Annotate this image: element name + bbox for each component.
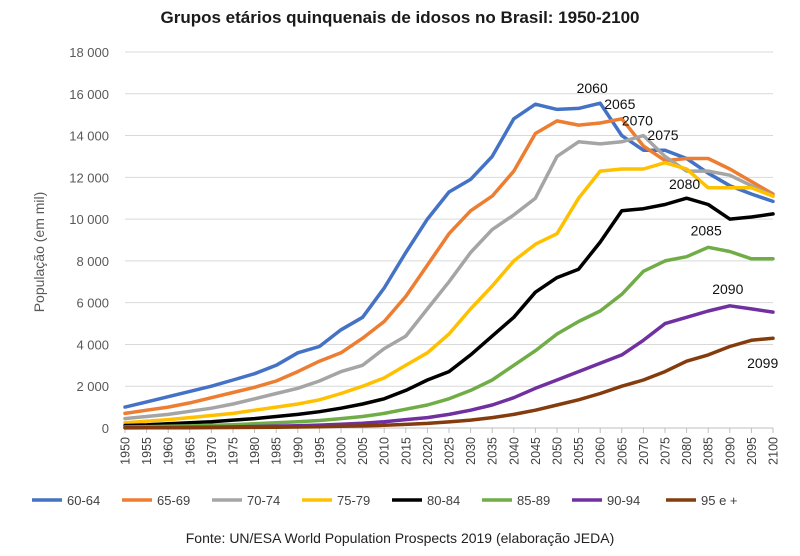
y-tick-label: 16 000 (69, 87, 109, 102)
legend: 60-64 65-69 70-74 75-79 80-84 85-89 90-94 95 e … (32, 493, 738, 508)
series-line-65-69 (123, 117, 775, 416)
x-tick-label: 1975 (227, 437, 241, 465)
legend-item: 70-74 (212, 493, 280, 508)
legend-label: 65-69 (157, 493, 190, 508)
x-tick-label: 2015 (399, 437, 413, 465)
legend-item: 75-79 (302, 493, 370, 508)
series-lines (123, 101, 775, 430)
annotation-2070: 2070 (622, 113, 653, 129)
series-line-75-79 (123, 160, 775, 425)
legend-label: 60-64 (67, 493, 100, 508)
legend-item: 80-84 (392, 493, 460, 508)
legend-label: 75-79 (337, 493, 370, 508)
x-tick-label: 1960 (162, 437, 176, 465)
x-tick-label: 2000 (335, 437, 349, 465)
y-tick-label: 8 000 (76, 254, 109, 269)
legend-item: 85-89 (482, 493, 550, 508)
annotation-2099: 2099 (747, 355, 778, 371)
x-tick-label: 2020 (421, 437, 435, 465)
legend-label: 85-89 (517, 493, 550, 508)
x-tick-label: 2065 (615, 437, 629, 465)
annotation-2065: 2065 (604, 96, 635, 112)
y-tick-label: 10 000 (69, 212, 109, 227)
x-tick-label: 2070 (637, 437, 651, 465)
y-tick-label: 6 000 (76, 296, 109, 311)
x-tick-label: 2035 (486, 437, 500, 465)
y-tick-label: 14 000 (69, 129, 109, 144)
annotation-2080: 2080 (669, 176, 700, 192)
y-tick-label: 2 000 (76, 379, 109, 394)
x-tick-label: 2005 (356, 437, 370, 465)
x-tick-label: 2085 (702, 437, 716, 465)
series-line-85-89 (123, 245, 775, 429)
series-line-95-e- (123, 336, 775, 430)
x-tick-label: 1985 (270, 437, 284, 465)
x-tick-label: 2090 (723, 437, 737, 465)
x-tick-label: 1995 (313, 437, 327, 465)
legend-label: 70-74 (247, 493, 280, 508)
series-line-60-64 (123, 101, 775, 409)
y-tick-label: 12 000 (69, 170, 109, 185)
x-tick-label: 2030 (464, 437, 478, 465)
y-tick-label: 4 000 (76, 337, 109, 352)
legend-item: 90-94 (572, 493, 640, 508)
legend-label: 80-84 (427, 493, 460, 508)
x-tick-label: 1970 (205, 437, 219, 465)
x-axis-ticks: 1950 1955 1960 1965 1970 1975 1980 1985 1990 1995… (119, 428, 781, 465)
source-note: Fonte: UN/ESA World Population Prospects… (185, 530, 615, 546)
legend-label: 95 e + (701, 493, 738, 508)
x-tick-label: 2075 (659, 437, 673, 465)
annotation-2085: 2085 (691, 222, 722, 238)
x-tick-label: 2095 (745, 437, 759, 465)
x-tick-label: 2055 (572, 437, 586, 465)
annotation-2075: 2075 (647, 127, 678, 143)
x-tick-label: 2025 (443, 437, 457, 465)
y-axis-ticks: 0 2 000 4 000 6 000 8 000 10 000 12 000 14 000 1… (69, 45, 109, 436)
x-tick-label: 1990 (291, 437, 305, 465)
x-tick-label: 2050 (551, 437, 565, 465)
y-tick-label: 18 000 (69, 45, 109, 60)
x-tick-label: 1965 (183, 437, 197, 465)
y-tick-label: 0 (102, 421, 109, 436)
y-axis-label: População (em mil) (31, 192, 47, 313)
legend-item: 60-64 (32, 493, 100, 508)
x-tick-label: 1950 (119, 437, 133, 465)
x-tick-label: 1955 (140, 437, 154, 465)
x-tick-label: 1980 (248, 437, 262, 465)
x-tick-label: 2080 (680, 437, 694, 465)
series-line-70-74 (123, 133, 775, 421)
legend-label: 90-94 (607, 493, 640, 508)
chart-title: Grupos etários quinquenais de idosos no … (160, 8, 640, 27)
x-tick-label: 2010 (378, 437, 392, 465)
x-tick-label: 2060 (594, 437, 608, 465)
x-tick-label: 2040 (507, 437, 521, 465)
series-line-80-84 (123, 196, 775, 428)
x-tick-label: 2100 (767, 437, 781, 465)
annotation-2090: 2090 (712, 281, 743, 297)
legend-item: 95 e + (666, 493, 738, 508)
x-tick-label: 2045 (529, 437, 543, 465)
legend-item: 65-69 (122, 493, 190, 508)
annotation-2060: 2060 (577, 80, 608, 96)
